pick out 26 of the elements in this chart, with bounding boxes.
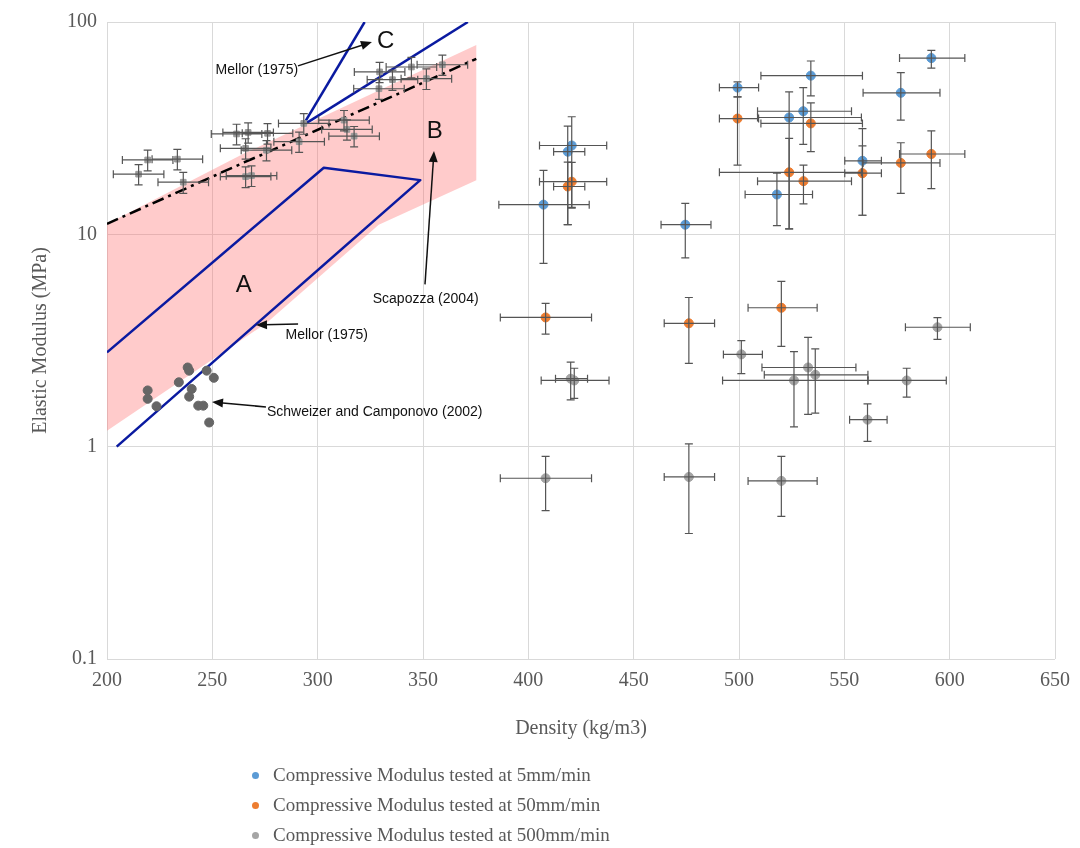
x-tick-label: 500: [724, 668, 754, 691]
y-axis-title: Elastic Modulus (MPa): [28, 247, 52, 434]
annotation: Scapozza (2004): [372, 289, 479, 306]
x-tick-label: 350: [408, 668, 438, 691]
legend-label: Compressive Modulus tested at 500mm/min: [273, 823, 610, 847]
x-tick-label: 650: [1040, 668, 1070, 691]
y-tick-label: 100: [67, 9, 97, 32]
y-tick-label: 10: [77, 221, 97, 244]
x-tick-label: 450: [618, 668, 649, 691]
x-axis-title: Density (kg/m3): [515, 716, 647, 740]
x-tick-label: 550: [829, 668, 860, 691]
annotation: Mellor (1975): [285, 326, 369, 343]
x-tick-label: 250: [197, 668, 228, 691]
legend-label: Compressive Modulus tested at 50mm/min: [273, 793, 601, 817]
annotation: B: [426, 116, 443, 144]
x-tick-label: 600: [934, 668, 965, 691]
annotation: Mellor (1975): [215, 60, 299, 77]
annotation: A: [235, 270, 252, 298]
x-tick-label: 400: [513, 668, 544, 691]
x-tick-label: 300: [302, 668, 333, 691]
y-tick-label: 1: [87, 433, 97, 456]
y-tick-label: 0.1: [72, 646, 97, 669]
x-tick-label: 200: [92, 668, 122, 691]
annotation: C: [377, 25, 395, 53]
annotation: Schweizer and Camponovo (2002): [266, 403, 483, 420]
legend-label: Compressive Modulus tested at 5mm/min: [273, 763, 591, 787]
